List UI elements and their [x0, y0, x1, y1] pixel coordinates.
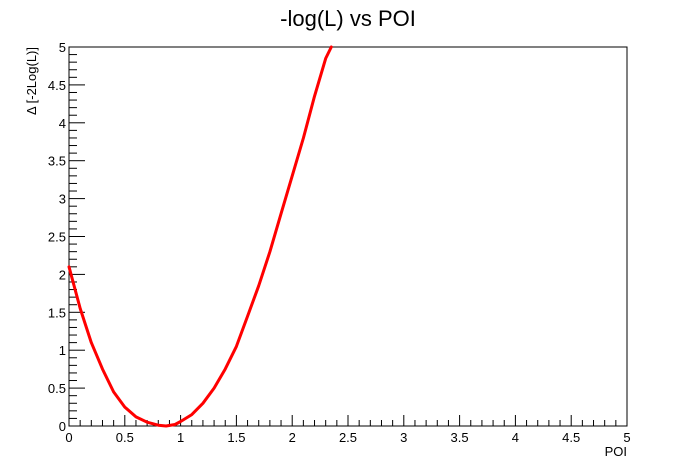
series-line-0 — [67, 45, 333, 428]
x-tick-label: 2 — [289, 430, 296, 445]
y-tick-label: 0 — [59, 419, 66, 434]
x-tick-label: 4.5 — [562, 430, 580, 445]
x-tick-label: 2.5 — [339, 430, 357, 445]
x-tick-label: 1.5 — [227, 430, 245, 445]
y-tick-label: 4.5 — [48, 78, 66, 93]
y-tick-label: 3.5 — [48, 154, 66, 169]
x-tick-label: 3 — [400, 430, 407, 445]
x-tick-label: 0 — [65, 430, 72, 445]
x-tick-label: 4 — [512, 430, 519, 445]
x-axis-title: POI — [605, 444, 627, 459]
y-tick-label: 2 — [59, 267, 66, 282]
y-axis-title: Δ [-2Log(L)] — [24, 47, 39, 115]
x-tick-label: 1 — [177, 430, 184, 445]
plot-frame — [68, 46, 628, 427]
y-tick-label: 3 — [59, 192, 66, 207]
y-tick-label: 2.5 — [48, 230, 66, 245]
y-tick-label: 5 — [59, 40, 66, 55]
x-tick-label: 3.5 — [451, 430, 469, 445]
series-layer — [67, 45, 333, 428]
y-tick-label: 1.5 — [48, 305, 66, 320]
chart-title: -log(L) vs POI — [280, 6, 416, 31]
y-axis: 0 0.5 1 1.5 2 2.5 3 3.5 4 4.5 5 — [48, 40, 85, 434]
y-tick-label: 4 — [59, 116, 66, 131]
x-tick-label: 5 — [623, 430, 630, 445]
y-tick-label: 1 — [59, 343, 66, 358]
x-tick-label: 0.5 — [116, 430, 134, 445]
x-axis: 0 0.5 1 1.5 2 2.5 3 3.5 4 4.5 5 — [65, 415, 631, 445]
y-tick-label: 0.5 — [48, 381, 66, 396]
